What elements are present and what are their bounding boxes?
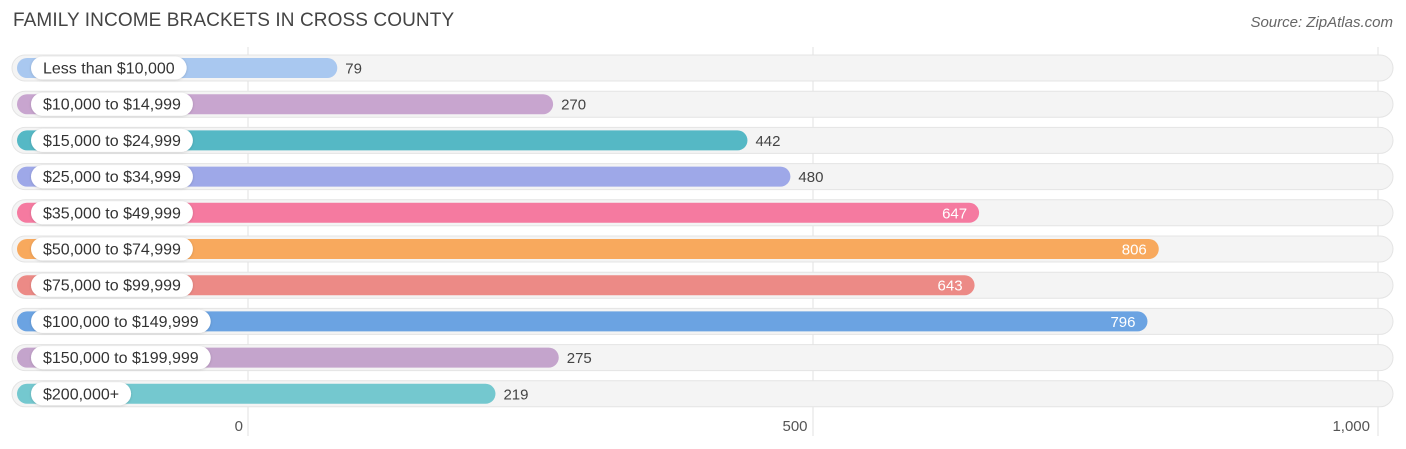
category-pill	[31, 128, 193, 152]
bar-row: $150,000 to $199,999 275	[11, 344, 1394, 372]
value-label: 442	[755, 133, 780, 150]
category-pill	[31, 382, 132, 406]
bar	[17, 202, 980, 223]
category-pill	[31, 346, 211, 370]
category-label: $35,000 to $49,999	[43, 205, 181, 222]
bar	[17, 383, 496, 404]
category-pill	[31, 237, 193, 261]
bar-track	[11, 54, 1394, 82]
value-label: 79	[345, 61, 362, 78]
category-label: $10,000 to $14,999	[43, 97, 181, 114]
category-label: $200,000+	[43, 386, 119, 403]
bar	[17, 130, 748, 151]
bar	[17, 166, 791, 187]
category-label: $25,000 to $34,999	[43, 169, 181, 186]
bar-row: Less than $10,000 79	[11, 54, 1394, 82]
bar	[17, 239, 1159, 259]
value-label: 806	[1122, 242, 1147, 259]
value-label: 219	[503, 386, 528, 403]
bar	[17, 311, 1148, 332]
value-label: 643	[938, 278, 963, 295]
category-label: $100,000 to $149,999	[43, 314, 199, 331]
bar-row: $50,000 to $74,999 806	[11, 235, 1394, 263]
category-pill	[31, 165, 193, 189]
category-label: $15,000 to $24,999	[43, 133, 181, 150]
source-label: Source: ZipAtlas.com	[1250, 14, 1393, 31]
category-label: $75,000 to $99,999	[43, 278, 181, 295]
category-pill	[31, 92, 193, 116]
category-label: Less than $10,000	[43, 61, 175, 78]
bar-row: $100,000 to $149,999 796	[11, 307, 1394, 335]
value-label: 480	[798, 169, 823, 186]
x-tick-label: 0	[235, 418, 243, 435]
chart-title: FAMILY INCOME BRACKETS IN CROSS COUNTY	[13, 10, 455, 31]
bar-row: $25,000 to $34,999 480	[11, 163, 1394, 191]
category-pill	[31, 309, 211, 333]
value-label: 270	[561, 97, 586, 114]
category-label: $50,000 to $74,999	[43, 242, 181, 259]
bar-row: $200,000+ 219	[11, 380, 1394, 408]
bar	[17, 275, 975, 296]
bar-row: $15,000 to $24,999 442	[11, 126, 1394, 154]
x-tick-label: 1,000	[1332, 418, 1370, 435]
value-label: 647	[942, 205, 967, 222]
bar-rows: Less than $10,000 79 $10,000 to $14,999 270…	[11, 54, 1394, 408]
bar-row: $75,000 to $99,999 643	[11, 271, 1394, 299]
value-label: 796	[1110, 314, 1135, 331]
value-label: 275	[567, 350, 592, 367]
bar-row: $35,000 to $49,999 647	[11, 199, 1394, 227]
x-tick-label: 500	[782, 418, 807, 435]
x-axis-ticks: 0 500 1,000	[235, 418, 1370, 435]
category-pill	[31, 56, 187, 80]
category-pill	[31, 201, 193, 225]
bar-row: $10,000 to $14,999 270	[11, 90, 1394, 118]
category-pill	[31, 273, 193, 297]
category-label: $150,000 to $199,999	[43, 350, 199, 367]
